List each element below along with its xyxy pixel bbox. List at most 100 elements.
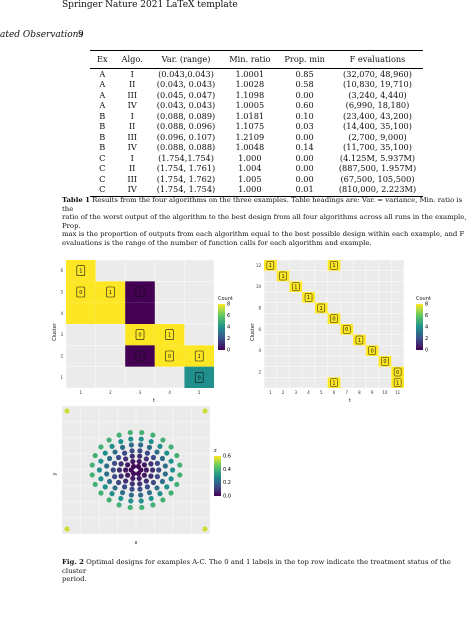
table-cell: 1.1098 bbox=[235, 89, 265, 100]
plot-c-point bbox=[160, 437, 166, 443]
plot-b-label-box bbox=[304, 293, 313, 302]
table-cell: (0.045, 0.047) bbox=[156, 89, 216, 100]
plot-a-x-tick: 3 bbox=[139, 390, 142, 395]
plot-c-point bbox=[92, 452, 98, 459]
plot-c-point bbox=[137, 453, 143, 459]
plot-b-x-tick: 6 bbox=[333, 390, 336, 395]
table-cell: 1.1075 bbox=[235, 121, 265, 131]
plot-b-colorbar-tick: 0 bbox=[425, 348, 428, 354]
table-cell: 1.0028 bbox=[235, 79, 265, 89]
table-body: A I (0.043,0.043) 1.0001 0.85 (32,070, 48,960… bbox=[90, 68, 424, 197]
plot-c-point bbox=[118, 473, 124, 479]
plot-b-y-tick: 10 bbox=[256, 284, 262, 289]
plot-a-y-tick: 4 bbox=[60, 311, 63, 316]
plot-c-point bbox=[123, 456, 129, 462]
plot-c-point bbox=[98, 490, 104, 496]
plot-c-point bbox=[106, 437, 112, 443]
plot-c-point bbox=[150, 502, 156, 508]
figure-caption: Fig. 2 Optimal designs for examples A-C.… bbox=[62, 558, 472, 584]
plot-c-xlabel: x bbox=[135, 540, 138, 546]
plot-a-label-box bbox=[76, 265, 86, 276]
plot-a-label-box bbox=[194, 372, 204, 383]
plot-b-x-tick: 9 bbox=[371, 390, 374, 395]
plot-c-point bbox=[157, 491, 163, 497]
plot-a-y-tick: 1 bbox=[60, 375, 63, 380]
plot-c-point bbox=[137, 448, 143, 454]
plot-c-point bbox=[64, 526, 70, 532]
plot-c-point bbox=[159, 478, 166, 485]
table-cell: 0.00 bbox=[295, 152, 314, 163]
table-cell: I bbox=[130, 68, 134, 79]
journal-header: Springer Nature 2021 LaTeX template bbox=[62, 0, 238, 10]
table-cell: (10,830, 19,710) bbox=[343, 79, 412, 89]
table-cell: II bbox=[128, 163, 136, 173]
table-cell: (1.754, 1.761) bbox=[156, 163, 216, 173]
plot-a-heatmap: Cluster t Count 1 0 1 1 0 1 0 0 1 0 1 2 3 4 5 1 2 3 4 5 6 0 2 4… bbox=[52, 259, 233, 404]
table-cell: IV bbox=[127, 100, 137, 110]
table-cell: IV bbox=[127, 142, 137, 152]
plot-a-cell bbox=[125, 281, 155, 303]
plot-b-label-box bbox=[266, 261, 275, 270]
table-cell: (32,070, 48,960) bbox=[343, 68, 412, 79]
plot-b-colorbar-tick: 4 bbox=[425, 325, 428, 331]
table-cell: (1.754, 1.762) bbox=[156, 173, 216, 184]
plot-a-y-tick: 3 bbox=[60, 332, 63, 337]
plot-a-x-tick: 2 bbox=[109, 390, 112, 395]
plot-c-point bbox=[156, 467, 162, 473]
plot-c-colorbar-tick: 0.0 bbox=[223, 494, 231, 500]
plot-b-x-tick: 11 bbox=[395, 390, 401, 395]
plot-c-point bbox=[128, 442, 134, 448]
plot-a-cell-label: 0 bbox=[138, 333, 141, 339]
plot-a-cell bbox=[95, 302, 126, 324]
plot-c-point bbox=[162, 463, 168, 469]
plot-c-point bbox=[106, 478, 113, 485]
plot-c-point bbox=[177, 472, 183, 478]
plot-b-colorbar bbox=[416, 304, 423, 350]
plot-a-cell bbox=[66, 260, 96, 282]
table-cell: (810,000, 2.223M) bbox=[331, 184, 424, 197]
figure-caption-label: Fig. 2 bbox=[62, 558, 84, 566]
plot-c-point bbox=[127, 504, 133, 511]
plot-c-point bbox=[174, 452, 180, 459]
plot-b-x-tick: 1 bbox=[269, 390, 272, 395]
plot-c-point bbox=[129, 448, 135, 454]
table-cell: (0.088, 0.096) bbox=[156, 121, 216, 131]
table-cell: (11,700, 35,100) bbox=[343, 142, 412, 152]
plot-c-point bbox=[202, 408, 208, 414]
plot-a-y-tick: 2 bbox=[60, 354, 63, 359]
plot-c-point bbox=[141, 472, 147, 478]
table-cell: 0.85 bbox=[295, 68, 314, 79]
table-cell: B bbox=[99, 131, 106, 142]
table-cell: (2,700, 9,000) bbox=[348, 131, 407, 142]
plot-c-point bbox=[125, 472, 131, 478]
plot-c-point bbox=[148, 473, 154, 479]
table-cell: (0.043, 0.043) bbox=[156, 79, 216, 89]
plot-c-ylabel: y bbox=[52, 472, 58, 475]
table-cell: II bbox=[128, 121, 136, 131]
plot-c-point bbox=[64, 408, 70, 414]
plot-c-point bbox=[137, 481, 143, 487]
plot-c-point bbox=[130, 458, 136, 465]
plot-c-point bbox=[138, 436, 144, 442]
plot-c-point bbox=[127, 429, 133, 436]
table-row: B II (0.088, 0.096) 1.1075 0.03 (14,400, 35,1… bbox=[90, 121, 423, 132]
table-cell: A bbox=[99, 89, 106, 100]
plot-b-x-tick: 3 bbox=[295, 390, 298, 395]
plot-a-y-tick: 6 bbox=[60, 268, 63, 273]
plot-b-cell-label: 0 bbox=[371, 348, 374, 354]
plot-a-cell-label: 1 bbox=[79, 269, 82, 275]
table-cell: C bbox=[90, 184, 115, 197]
plot-c-point bbox=[116, 432, 122, 438]
plot-c-point bbox=[138, 498, 144, 504]
table-cell: 1.0001 bbox=[235, 68, 265, 79]
plot-c-point bbox=[115, 479, 122, 486]
plot-c-point bbox=[128, 436, 134, 442]
plot-c-point bbox=[106, 455, 113, 462]
table-cell: 1.004 bbox=[238, 163, 262, 173]
plot-c-point bbox=[102, 484, 108, 490]
table-cell: B bbox=[99, 142, 106, 152]
plot-b-cell bbox=[264, 260, 277, 271]
plot-c-point bbox=[146, 444, 153, 450]
table-cell: A bbox=[99, 79, 106, 89]
